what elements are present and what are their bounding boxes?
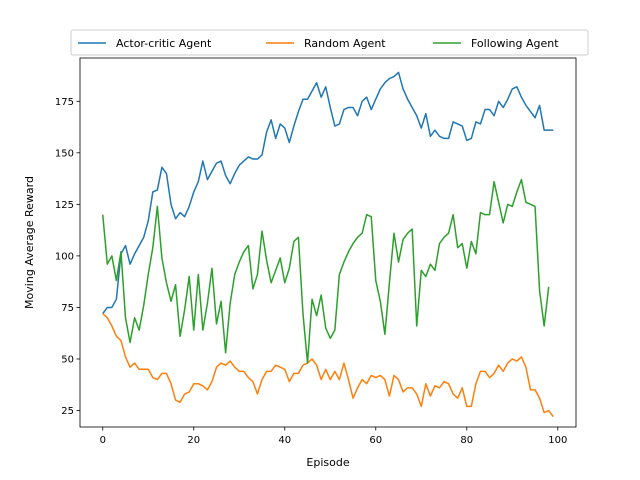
y-tick-label: 175 xyxy=(55,97,74,108)
x-tick-label: 0 xyxy=(100,435,106,446)
legend: Actor-critic Agent Random Agent Following … xyxy=(70,29,589,56)
legend-frame xyxy=(70,29,589,56)
legend-entry-1: Actor-critic Agent xyxy=(116,37,212,50)
series-line-3 xyxy=(102,178,550,364)
series-line-1 xyxy=(102,71,554,315)
x-tick-label: 100 xyxy=(548,435,567,446)
legend-entry-3: Following Agent xyxy=(471,37,559,50)
x-tick-label: 80 xyxy=(460,435,473,446)
legend-entry-2: Random Agent xyxy=(304,37,386,50)
y-tick-label: 25 xyxy=(61,406,74,417)
y-tick-label: 75 xyxy=(61,303,74,314)
y-tick-label: 100 xyxy=(55,251,74,262)
series-line-2 xyxy=(102,313,554,418)
x-axis: 0 20 40 60 80 100 xyxy=(100,427,567,446)
y-axis: 25 50 75 100 125 150 175 xyxy=(55,97,80,417)
y-tick-label: 125 xyxy=(55,200,74,211)
y-tick-label: 50 xyxy=(61,354,74,365)
x-tick-label: 20 xyxy=(187,435,200,446)
y-axis-label: Moving Average Reward xyxy=(23,176,36,309)
y-tick-label: 150 xyxy=(55,148,74,159)
x-tick-label: 40 xyxy=(278,435,291,446)
x-axis-label: Episode xyxy=(306,456,349,469)
x-tick-label: 60 xyxy=(369,435,382,446)
plot-lines xyxy=(102,71,554,418)
plot-frame xyxy=(79,57,577,428)
